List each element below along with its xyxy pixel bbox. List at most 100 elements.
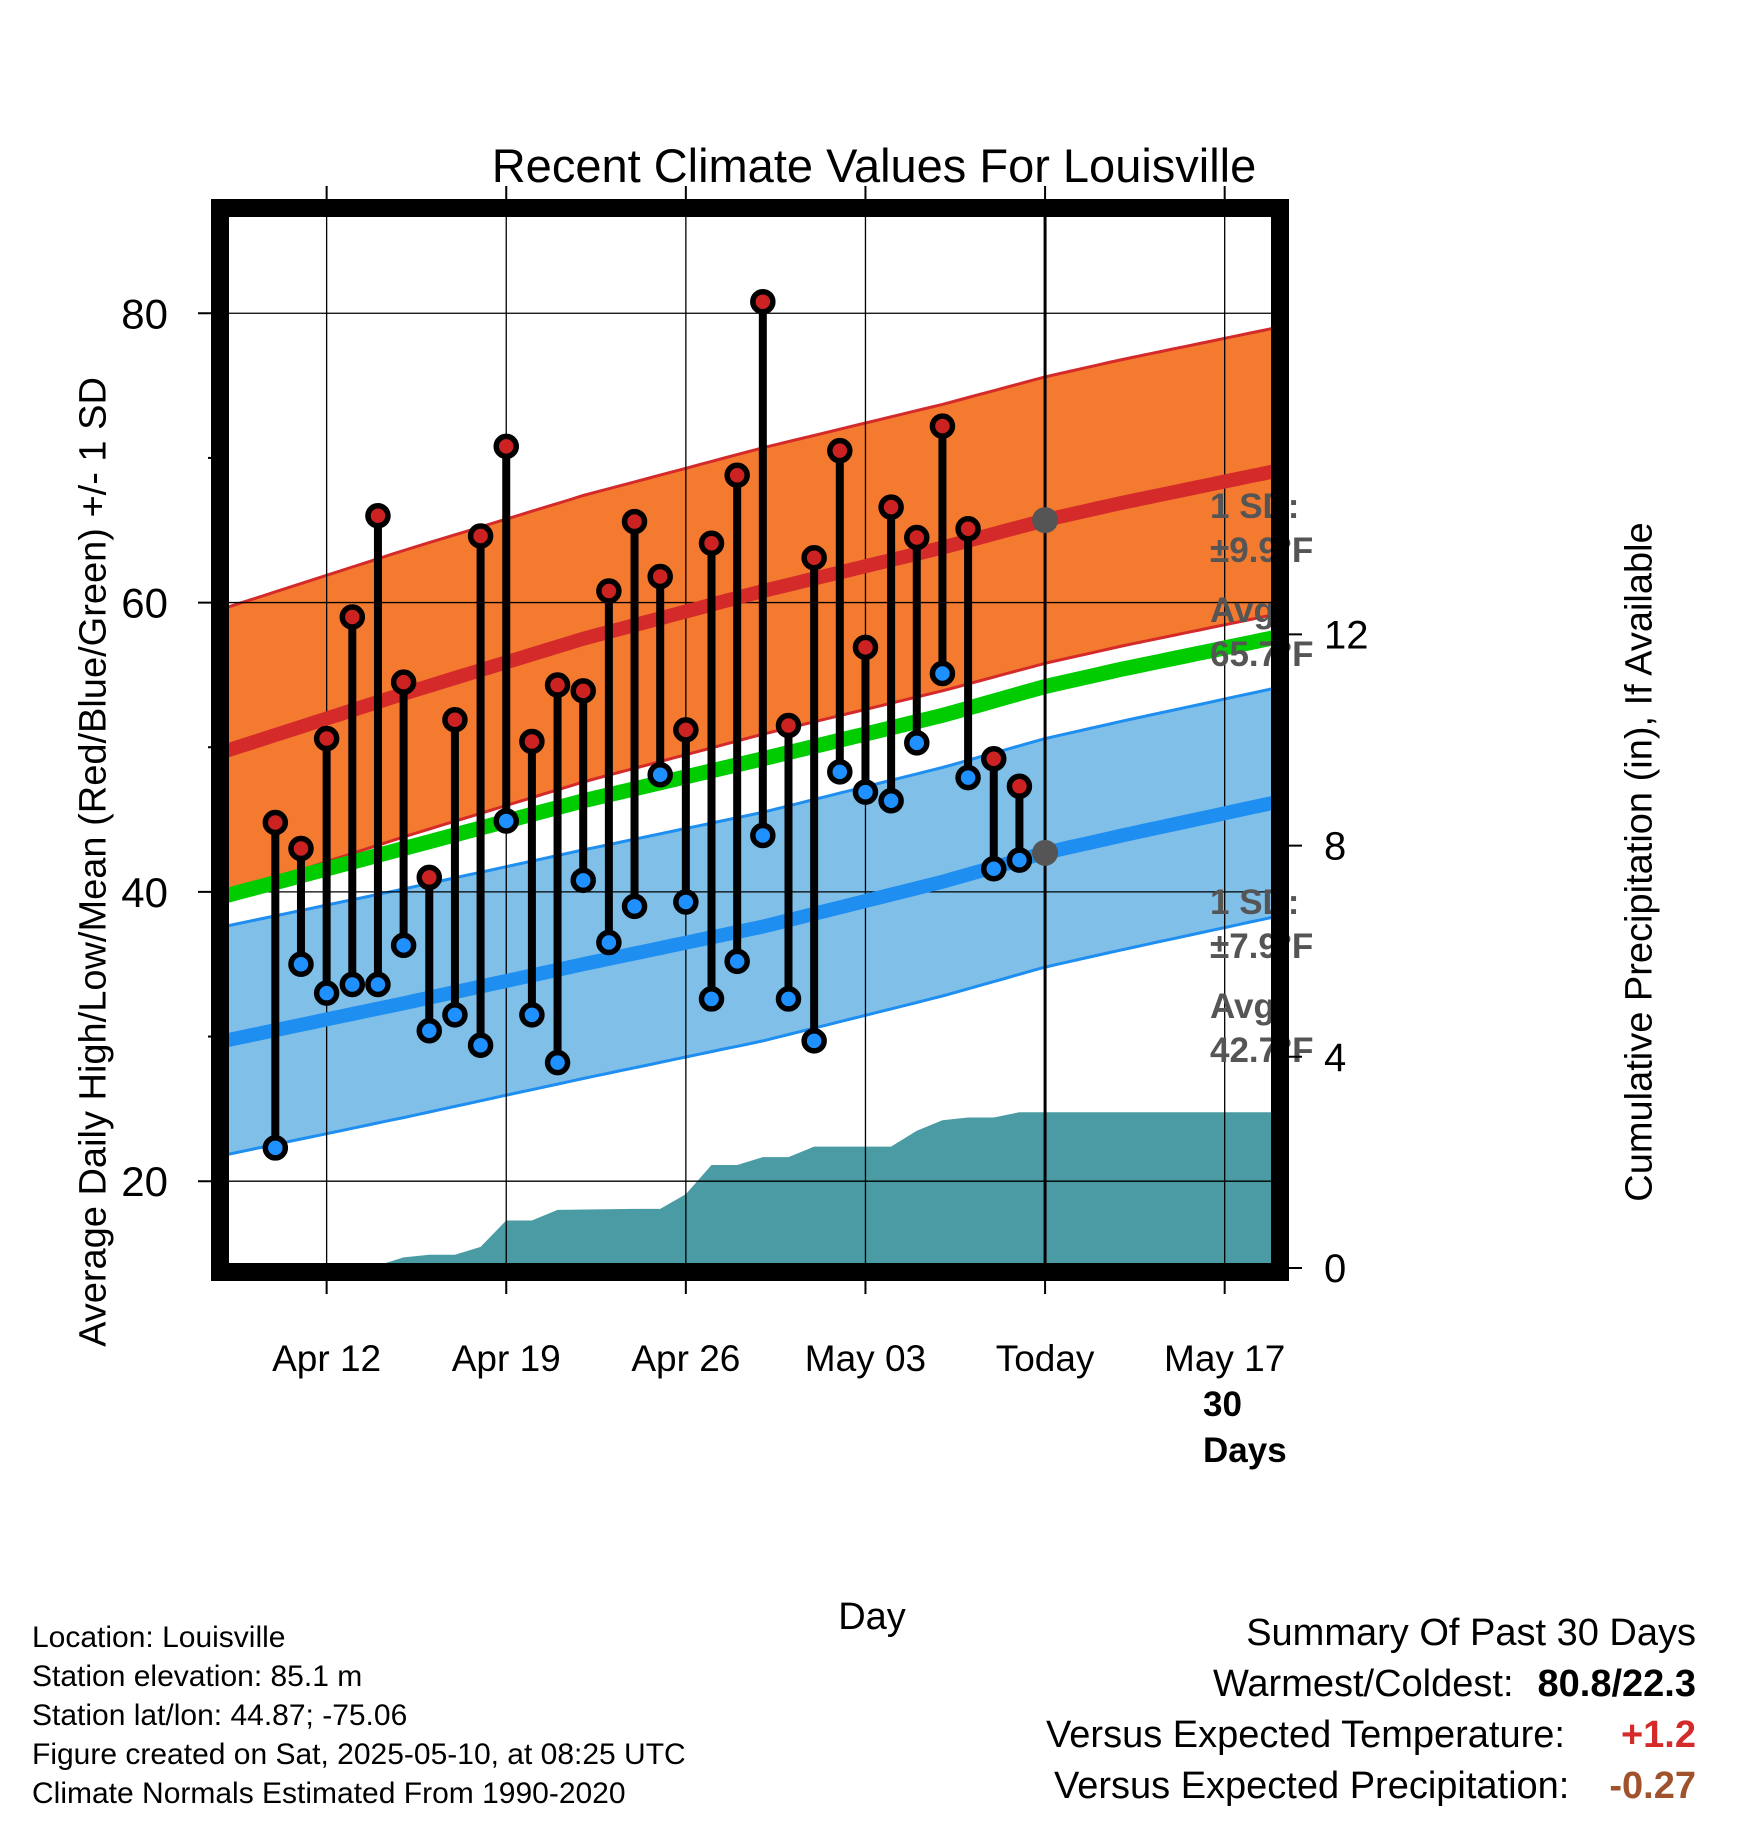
daily-high-marker [493,433,519,460]
days-word-label: Days [1203,1431,1287,1470]
days-count-label: 30 [1203,1385,1242,1424]
daily-low-marker [288,951,314,977]
y-left-tick-label: 20 [121,1158,168,1205]
daily-low-marker [570,867,596,894]
daily-low-marker [365,971,391,998]
daily-high-marker [724,462,750,489]
daily-low-marker [596,929,622,956]
daily-high-marker [929,413,956,439]
daily-high-marker [467,523,494,549]
daily-low-marker [621,893,648,920]
daily-high-marker [339,604,366,630]
daily-high-marker [673,717,699,743]
daily-low-marker [262,1135,289,1161]
low-sd-value: ±7.9°F [1210,927,1313,966]
daily-low-marker [1006,847,1033,873]
daily-high-marker [416,864,443,891]
summary-title: Summary Of Past 30 Days [1246,1612,1696,1654]
normal-mean-line [222,629,1278,904]
y-left-tick-label: 60 [121,580,168,627]
daily-low-marker [852,779,879,805]
daily-low-marker [698,986,725,1012]
x-tick-label: Today [996,1338,1095,1379]
daily-high-marker [1006,773,1033,800]
y-left-tick-label: 80 [121,290,168,337]
daily-high-marker [775,712,802,739]
daily-low-marker [673,889,699,915]
latlon-text: Station lat/lon: 44.87; -75.06 [32,1699,408,1732]
chart-title: Recent Climate Values For Louisville [491,139,1257,192]
daily-low-marker [955,764,981,791]
daily-high-marker [288,835,314,862]
normals-text: Climate Normals Estimated From 1990-2020 [32,1777,626,1810]
observation-layer [262,288,1033,1161]
daily-low-marker [467,1032,494,1058]
daily-low-marker [647,761,673,788]
daily-high-marker [519,728,545,755]
y-right-tick-label: 0 [1324,1247,1346,1291]
daily-high-marker [390,669,417,695]
daily-high-marker [801,544,827,571]
warmest-coldest-label: Warmest/Coldest: [1212,1663,1514,1705]
y-right-tick-label: 4 [1324,1036,1346,1080]
precip-layer [224,1112,1276,1268]
y-right-tick-label: 8 [1324,825,1346,869]
x-tick-label: May 03 [805,1338,926,1379]
location-text: Location: Louisville [32,1621,286,1654]
created-text: Figure created on Sat, 2025-05-10, at 08… [32,1738,686,1771]
plot-frame [211,199,1289,1281]
high-band-upper-edge [223,326,1277,610]
daily-low-marker [750,822,776,849]
daily-high-marker [621,508,648,535]
daily-high-marker [698,530,725,557]
today-high-avg-marker [1032,507,1059,534]
daily-high-marker [570,678,596,704]
daily-low-marker [390,932,417,959]
normal-lines-layer [221,212,1278,1268]
high-sd-value: ±9.9°F [1210,531,1313,570]
high-band-lower-edge [223,612,1277,897]
precip-value: -0.27 [1609,1765,1696,1807]
precip-row: Versus Expected Precipitation: -0.27 [1046,1761,1696,1812]
y-right-tick-label: 12 [1324,613,1369,657]
elevation-text: Station elevation: 85.1 m [32,1660,363,1693]
tick-label-layer: Apr 12 Apr 19 Apr 26 May 03 Today May 1720406… [121,186,1369,1379]
daily-low-marker [416,1018,443,1044]
daily-high-marker [750,288,776,315]
x-axis-label: Day [838,1596,906,1638]
precip-label: Versus Expected Precipitation: [1053,1765,1570,1807]
warmest-coldest-value: 80.8/22.3 [1537,1663,1696,1705]
temp-row: Versus Expected Temperature: +1.2 [1046,1710,1696,1761]
low-avg-value: 42.7°F [1210,1031,1314,1070]
daily-low-marker [775,986,802,1012]
daily-low-marker [313,980,340,1006]
high-sd-band [224,327,1276,895]
x-tick-label: Apr 26 [631,1338,740,1379]
x-tick-label: Apr 12 [272,1338,381,1379]
station-info: Location: Louisville Station elevation: … [32,1618,686,1813]
daily-high-marker [955,516,981,542]
today-low-avg-marker [1032,839,1059,866]
daily-high-marker [544,672,571,698]
daily-low-marker [904,730,930,756]
daily-low-marker [801,1028,827,1054]
daily-low-marker [929,660,956,687]
daily-low-marker [827,759,853,785]
temp-label: Versus Expected Temperature: [1046,1714,1565,1756]
y-left-tick-label: 40 [121,869,168,916]
low-band-lower-edge [223,915,1277,1157]
summary-panel: Summary Of Past 30 Days Warmest/Coldest:… [1046,1608,1696,1812]
frame-layer [211,199,1289,1281]
normal-low-line [222,795,1278,1048]
daily-high-marker [262,809,289,836]
daily-low-marker [544,1049,571,1076]
normal-high-line [221,464,1278,759]
daily-low-marker [519,1002,545,1028]
daily-high-marker [442,706,468,733]
low-band-upper-edge [223,686,1277,929]
daily-high-marker [904,524,930,551]
daily-high-marker [647,563,673,590]
warmest-coldest-row: Warmest/Coldest: 80.8/22.3 [1046,1659,1696,1710]
daily-low-marker [442,1002,468,1028]
